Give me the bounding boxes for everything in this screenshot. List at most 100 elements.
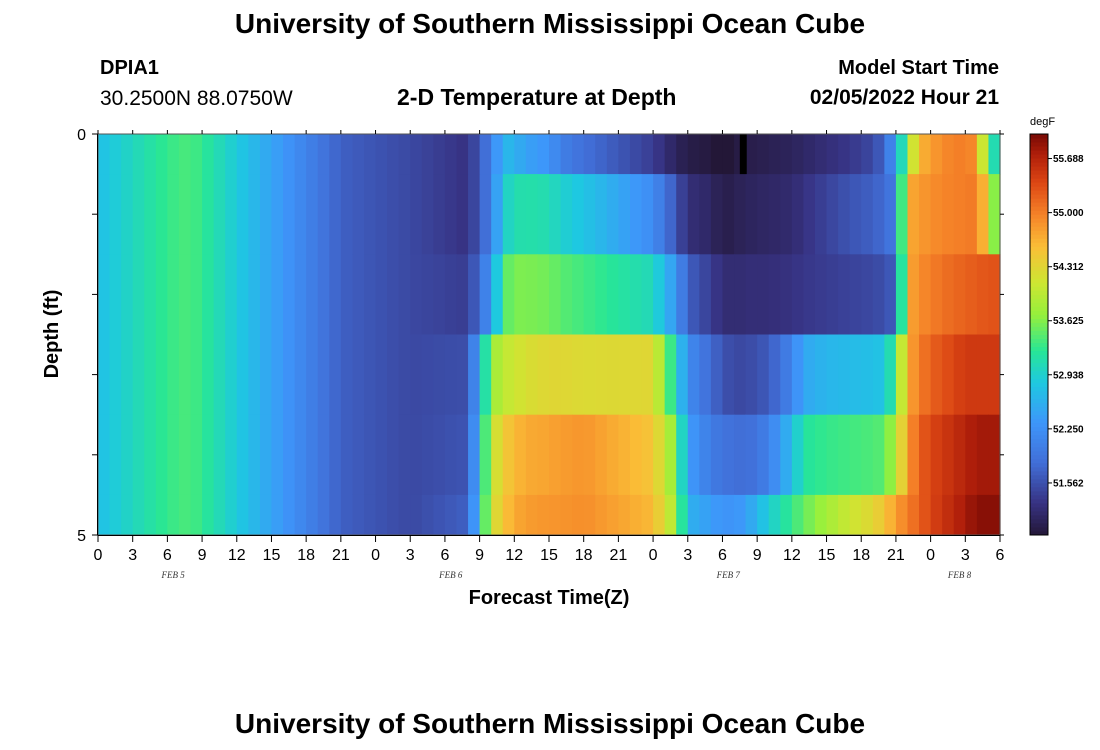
heatmap-cell bbox=[953, 414, 966, 496]
heatmap-cell bbox=[514, 254, 527, 335]
heatmap-cell bbox=[352, 494, 365, 536]
x-tick-label: 21 bbox=[887, 547, 905, 564]
heatmap-cell bbox=[202, 494, 215, 536]
colorbar-segment bbox=[1030, 462, 1048, 468]
colorbar-segment bbox=[1030, 162, 1048, 167]
heatmap-cell bbox=[919, 174, 932, 255]
heatmap-cell bbox=[190, 134, 203, 175]
colorbar-segment bbox=[1030, 414, 1048, 420]
colorbar-tick-label: 51.562 bbox=[1053, 478, 1084, 489]
y-axis: 05 bbox=[77, 127, 1004, 545]
heatmap-cell bbox=[294, 494, 307, 536]
heatmap-cell bbox=[838, 134, 851, 175]
heatmap-cell bbox=[895, 134, 909, 175]
heatmap-cell bbox=[155, 334, 168, 416]
footer-title: University of Southern Mississippi Ocean… bbox=[234, 708, 866, 739]
heatmap-cells bbox=[98, 134, 1001, 536]
heatmap-cell bbox=[791, 254, 805, 335]
heatmap-cell bbox=[861, 134, 874, 175]
colorbar-segment bbox=[1030, 182, 1048, 187]
heatmap-cell bbox=[768, 414, 781, 496]
colorbar-segment bbox=[1030, 398, 1048, 404]
colorbar-segment bbox=[1030, 506, 1048, 512]
heatmap-cell bbox=[433, 334, 446, 416]
colorbar-segment bbox=[1030, 470, 1048, 476]
heatmap-cell bbox=[398, 174, 411, 255]
y-tick-label: 0 bbox=[77, 127, 86, 144]
heatmap-cell bbox=[317, 134, 330, 175]
heatmap-cell bbox=[572, 414, 585, 496]
heatmap-cell bbox=[167, 254, 180, 335]
colorbar-segment bbox=[1030, 294, 1048, 299]
heatmap-cell bbox=[849, 334, 862, 416]
heatmap-cell bbox=[537, 414, 550, 496]
heatmap-cell bbox=[768, 334, 781, 416]
colorbar-segment bbox=[1030, 378, 1048, 384]
heatmap-cell bbox=[664, 334, 677, 416]
heatmap-cell bbox=[456, 494, 469, 536]
colorbar-segment bbox=[1030, 262, 1048, 267]
heatmap-cell bbox=[595, 414, 608, 496]
heatmap-cell bbox=[375, 254, 388, 335]
heatmap-cell bbox=[618, 254, 631, 335]
heatmap-cell bbox=[491, 494, 504, 536]
heatmap-cell bbox=[491, 254, 504, 335]
colorbar-segment bbox=[1030, 290, 1048, 295]
heatmap-cell bbox=[687, 414, 700, 496]
heatmap-cell bbox=[410, 414, 423, 496]
heatmap-cell bbox=[664, 494, 677, 536]
heatmap-cell bbox=[549, 174, 562, 255]
heatmap-cell bbox=[861, 174, 874, 255]
colorbar-segment bbox=[1030, 530, 1048, 536]
heatmap-cell bbox=[664, 134, 677, 175]
heatmap-cell bbox=[202, 254, 215, 335]
x-tick-label: 9 bbox=[475, 547, 484, 564]
heatmap-cell bbox=[98, 334, 111, 416]
heatmap-cell bbox=[814, 334, 828, 416]
heatmap-cell bbox=[849, 254, 862, 335]
colorbar-segment bbox=[1030, 230, 1048, 235]
colorbar-segment bbox=[1030, 158, 1048, 163]
heatmap-cell bbox=[352, 254, 365, 335]
heatmap-cell bbox=[676, 174, 689, 255]
heatmap-cell bbox=[479, 134, 492, 175]
heatmap-cell bbox=[930, 334, 943, 416]
colorbar-segment bbox=[1030, 310, 1048, 315]
heatmap-cell bbox=[572, 254, 585, 335]
heatmap-cell bbox=[236, 174, 249, 255]
heatmap-cell bbox=[919, 254, 932, 335]
heatmap-cell bbox=[271, 254, 284, 335]
heatmap-cell bbox=[387, 254, 400, 335]
colorbar-segment bbox=[1030, 418, 1048, 424]
heatmap-cell bbox=[444, 174, 458, 255]
heatmap-cell bbox=[826, 134, 839, 175]
heatmap-cell bbox=[757, 134, 770, 175]
heatmap-cell bbox=[942, 334, 955, 416]
heatmap-cell bbox=[525, 254, 539, 335]
heatmap-cell bbox=[225, 334, 238, 416]
heatmap-cell bbox=[988, 134, 1001, 175]
colorbar-segment bbox=[1030, 458, 1048, 464]
heatmap-cell bbox=[606, 334, 619, 416]
colorbar-segment bbox=[1030, 170, 1048, 175]
colorbar-segment bbox=[1030, 218, 1048, 223]
heatmap-cell bbox=[606, 134, 619, 175]
heatmap-cell bbox=[502, 254, 515, 335]
heatmap-cell bbox=[653, 254, 666, 335]
colorbar-segment bbox=[1030, 166, 1048, 171]
heatmap-cell bbox=[734, 174, 747, 255]
colorbar-segment bbox=[1030, 350, 1048, 356]
heatmap-cell bbox=[352, 414, 365, 496]
colorbar-segment bbox=[1030, 202, 1048, 207]
heatmap-cell bbox=[907, 134, 920, 175]
x-tick-label: 21 bbox=[332, 547, 350, 564]
heatmap-cell bbox=[699, 414, 712, 496]
heatmap-cell bbox=[202, 334, 215, 416]
heatmap-cell bbox=[699, 334, 712, 416]
heatmap-cell bbox=[814, 494, 828, 536]
heatmap-cell bbox=[236, 414, 249, 496]
colorbar-segment bbox=[1030, 362, 1048, 368]
heatmap-cell bbox=[502, 334, 515, 416]
heatmap-cell bbox=[687, 134, 700, 175]
colorbar-segment bbox=[1030, 438, 1048, 444]
